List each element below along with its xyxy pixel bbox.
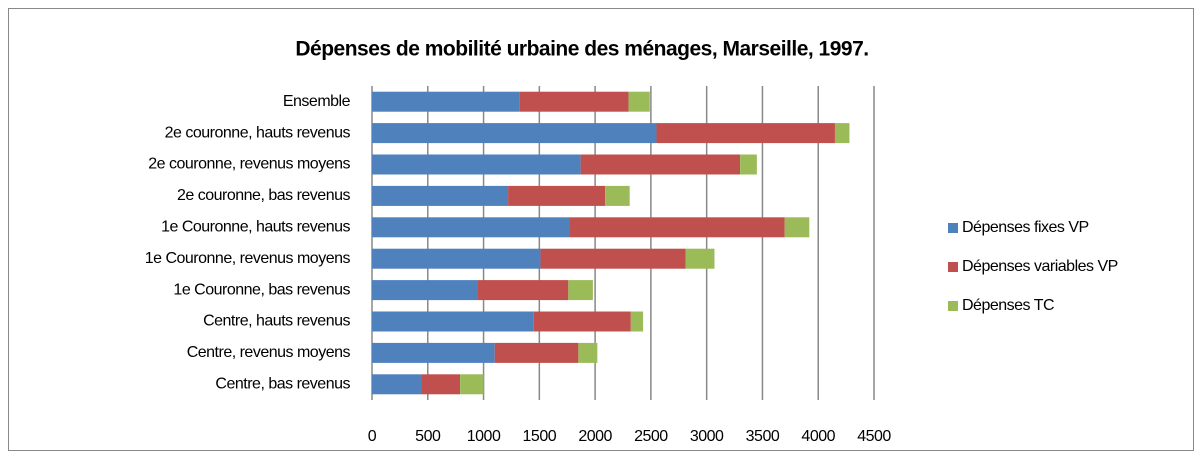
y-tick-label: 2e couronne, bas revenus: [177, 187, 351, 204]
bar-segment: [372, 91, 520, 112]
bar-segment: [372, 280, 478, 301]
y-tick-label: Ensemble: [283, 93, 351, 110]
legend-swatch: [948, 301, 958, 311]
bar-segment: [372, 217, 570, 238]
y-tick-label: Centre, bas revenus: [215, 376, 350, 393]
legend-label: Dépenses variables VP: [962, 258, 1118, 275]
bar-segment: [578, 342, 598, 363]
y-tick-label: Centre, revenus moyens: [187, 344, 351, 361]
legend-label: Dépenses fixes VP: [962, 219, 1089, 236]
bar-segment: [533, 311, 631, 332]
bar-segment: [605, 185, 630, 206]
x-tick-label: 0: [368, 428, 377, 445]
x-tick-label: 4000: [801, 428, 835, 445]
x-tick-label: 2500: [634, 428, 668, 445]
bar-segment: [372, 248, 541, 269]
bar-segment: [834, 123, 850, 144]
bar-segment: [494, 342, 579, 363]
bar-segment: [372, 342, 495, 363]
bar-segment: [372, 374, 422, 395]
bar-segment: [477, 280, 569, 301]
y-tick-label: 1e Couronne, hauts revenus: [161, 219, 350, 236]
bar-segment: [460, 374, 484, 395]
x-tick-label: 3500: [746, 428, 780, 445]
bar-segment: [630, 311, 644, 332]
y-tick-label: 1e Couronne, revenus moyens: [145, 250, 351, 267]
bar-segment: [372, 311, 534, 332]
bar-segment: [656, 123, 835, 144]
bar-segment: [519, 91, 629, 112]
x-tick-label: 3000: [690, 428, 724, 445]
x-tick-label: 4500: [857, 428, 891, 445]
bar-segment: [569, 217, 785, 238]
bar-segment: [685, 248, 715, 269]
bar-segment: [372, 154, 581, 175]
bar-segment: [372, 185, 509, 206]
legend-label: Dépenses TC: [962, 297, 1054, 314]
legend-swatch: [948, 223, 958, 233]
y-tick-label: 2e couronne, revenus moyens: [148, 156, 350, 173]
bar-segment: [421, 374, 461, 395]
bar-segment: [372, 123, 657, 144]
legend-swatch: [948, 262, 958, 272]
x-tick-label: 500: [415, 428, 441, 445]
y-tick-label: 1e Couronne, bas revenus: [173, 281, 350, 298]
x-tick-label: 1500: [523, 428, 557, 445]
bar-segment: [580, 154, 741, 175]
bar-segment: [540, 248, 686, 269]
x-tick-label: 2000: [578, 428, 612, 445]
bar-segment: [628, 91, 650, 112]
bar-segment: [740, 154, 757, 175]
x-tick-label: 1000: [467, 428, 501, 445]
bar-segment: [784, 217, 810, 238]
bar-segment: [508, 185, 606, 206]
y-tick-label: 2e couronne, hauts revenus: [165, 124, 351, 141]
y-tick-label: Centre, hauts revenus: [203, 313, 350, 330]
chart-title: Dépenses de mobilité urbaine des ménages…: [295, 38, 868, 61]
bar-segment: [568, 280, 593, 301]
